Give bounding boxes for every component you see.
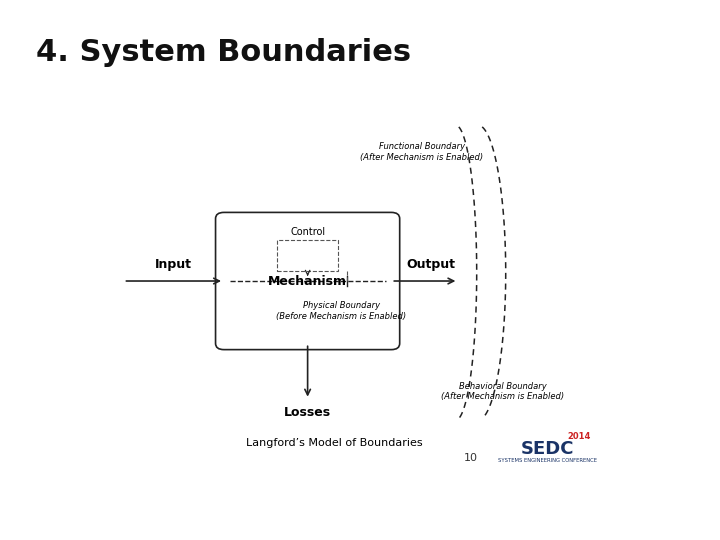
Text: Mechanism: Mechanism [268, 274, 347, 287]
Text: 2014: 2014 [567, 433, 590, 441]
Text: Losses: Losses [284, 406, 331, 419]
FancyBboxPatch shape [215, 212, 400, 349]
Text: Input: Input [156, 258, 192, 271]
Text: 10: 10 [464, 453, 478, 463]
Text: Langford’s Model of Boundaries: Langford’s Model of Boundaries [246, 438, 423, 448]
Text: Control: Control [290, 226, 325, 237]
Text: Behavioral Boundary
(After Mechanism is Enabled): Behavioral Boundary (After Mechanism is … [441, 381, 564, 401]
Text: SEDC: SEDC [521, 441, 575, 458]
Text: SYSTEMS ENGINEERING CONFERENCE: SYSTEMS ENGINEERING CONFERENCE [498, 458, 597, 463]
Bar [277, 240, 338, 271]
Text: 4. System Boundaries: 4. System Boundaries [36, 38, 411, 67]
Text: Output: Output [406, 258, 455, 271]
Text: Functional Boundary
(After Mechanism is Enabled): Functional Boundary (After Mechanism is … [361, 143, 484, 162]
Text: Physical Boundary
(Before Mechanism is Enabled): Physical Boundary (Before Mechanism is E… [276, 301, 406, 321]
